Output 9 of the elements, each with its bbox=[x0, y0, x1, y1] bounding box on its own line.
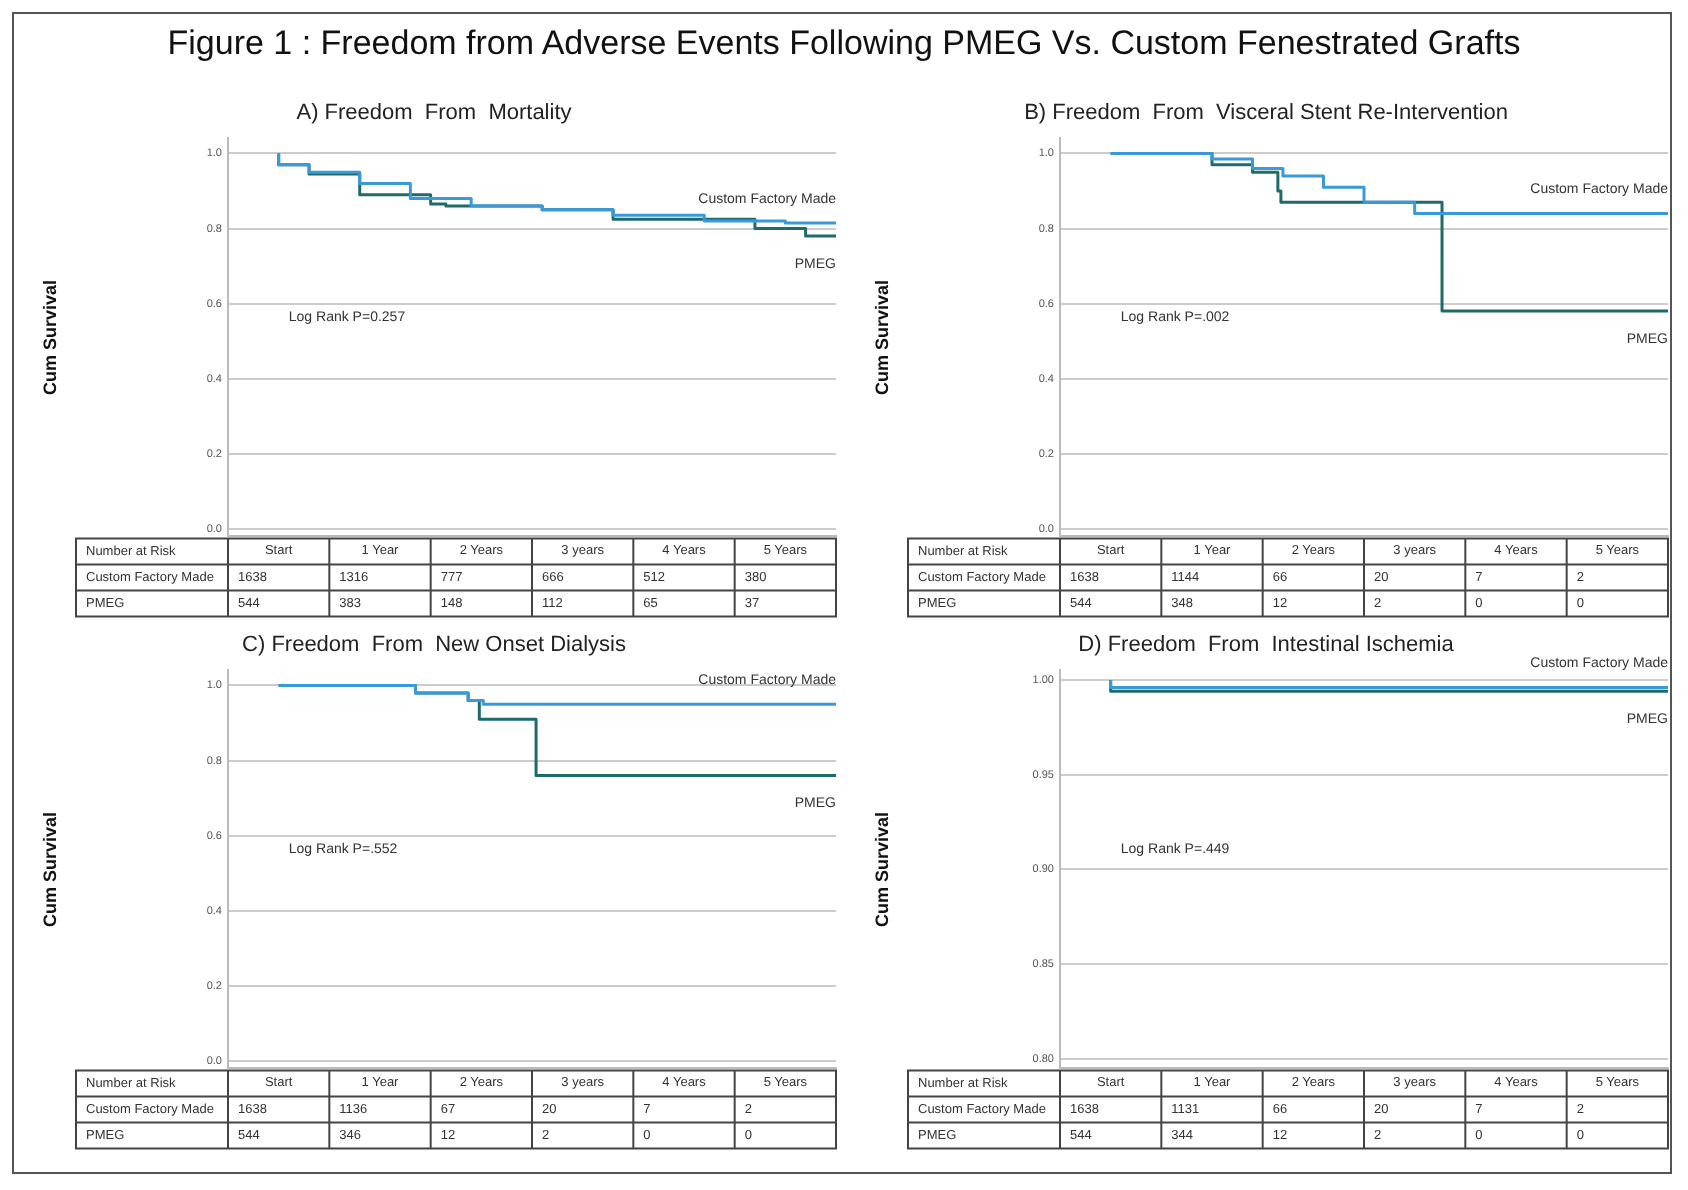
chart-title: B) Freedom From Visceral Stent Re-Intervention bbox=[1024, 101, 1508, 126]
y-axis-title: Cum Survival bbox=[39, 811, 60, 927]
chart-title: D) Freedom From Intestinal Ischemia bbox=[1078, 633, 1456, 658]
y-axis-title: Cum Survival bbox=[871, 811, 892, 927]
y-axis-title: Cum Survival bbox=[871, 279, 892, 395]
chart-title: C) Freedom From New Onset Dialysis bbox=[242, 633, 627, 658]
chart-title: A) Freedom From Mortality bbox=[296, 101, 573, 126]
caption: Figure 1 : Freedom from Adverse Events Following PMEG Vs. Custom Fenestrated Grafts bbox=[165, 24, 1523, 64]
y-axis-title: Cum Survival bbox=[39, 279, 60, 395]
